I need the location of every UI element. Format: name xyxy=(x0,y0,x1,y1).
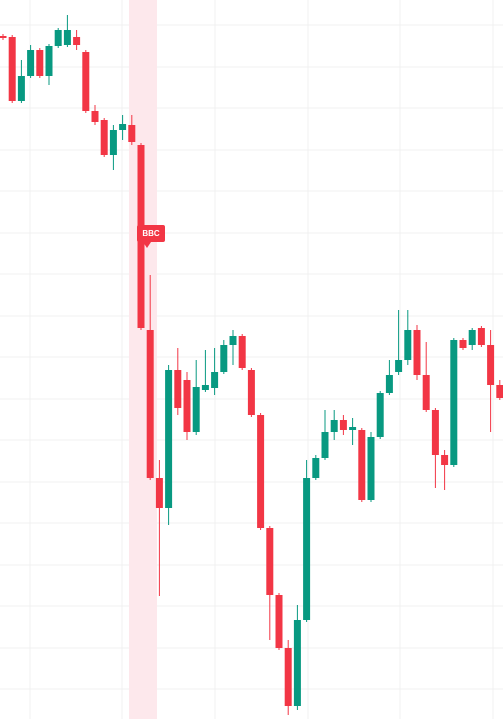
candle-body xyxy=(395,360,403,372)
candle-body xyxy=(266,528,274,595)
candle-body xyxy=(284,648,292,706)
candle-body xyxy=(8,37,16,101)
candle-body xyxy=(376,393,384,437)
candle-body xyxy=(45,46,53,76)
candle-body xyxy=(174,370,182,408)
candle-body xyxy=(441,455,449,465)
event-marker: BBC xyxy=(137,225,165,248)
marker-pointer xyxy=(143,242,151,248)
candle-body xyxy=(496,385,503,398)
candle-body xyxy=(312,458,320,478)
candle-body xyxy=(339,420,347,430)
candle-body xyxy=(73,37,81,45)
candle-body xyxy=(211,372,219,388)
candle-body xyxy=(183,380,191,432)
candle-body xyxy=(487,345,495,385)
candle-body xyxy=(450,340,458,465)
candles xyxy=(0,15,503,715)
candle-body xyxy=(155,478,163,508)
candle-body xyxy=(192,387,200,432)
candle-body xyxy=(100,120,108,155)
candle-body xyxy=(82,52,90,111)
candle-body xyxy=(349,427,357,430)
candle-body xyxy=(367,437,375,500)
candle-body xyxy=(321,432,329,458)
candle-body xyxy=(477,328,485,345)
candle-body xyxy=(404,330,412,360)
candle-body xyxy=(27,50,35,76)
candle-body xyxy=(119,124,127,130)
candle-body xyxy=(275,595,283,648)
candle-body xyxy=(330,420,338,432)
candle-body xyxy=(303,478,311,620)
candle-body xyxy=(459,340,467,348)
candle-body xyxy=(431,410,439,455)
candle-body xyxy=(385,375,393,393)
candle-body xyxy=(293,620,301,706)
candle-body xyxy=(201,385,209,390)
marker-box xyxy=(137,225,165,242)
candle-body xyxy=(17,76,25,101)
candle-body xyxy=(358,430,366,500)
candle-body xyxy=(54,30,62,46)
candle-body xyxy=(109,130,117,155)
candle-body xyxy=(146,330,154,478)
candle-body xyxy=(36,50,44,76)
candle-body xyxy=(413,330,421,375)
candle-body xyxy=(247,370,255,415)
marker-label: BBC xyxy=(142,229,160,238)
candle-body xyxy=(220,345,228,372)
candle-body xyxy=(91,111,99,122)
candle-body xyxy=(238,336,246,368)
candle-body xyxy=(468,330,476,345)
candle-body xyxy=(165,370,173,508)
candle-body xyxy=(0,36,7,38)
candle-body xyxy=(63,30,71,45)
candle-body xyxy=(229,336,237,345)
candle-body xyxy=(257,415,265,528)
candle-body xyxy=(422,375,430,410)
candle-body xyxy=(128,125,136,142)
